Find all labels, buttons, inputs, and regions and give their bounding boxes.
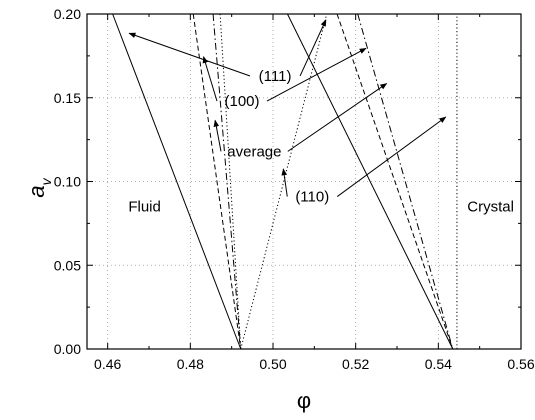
- x-tick-label: 0.52: [342, 356, 369, 372]
- y-tick-label: 0.05: [54, 257, 81, 273]
- annotation-arrow: [299, 19, 327, 77]
- annotation-label: (100): [224, 93, 259, 110]
- annotation-arrow: [128, 32, 251, 77]
- y-axis-label: av: [24, 177, 54, 197]
- axes-ticks: [87, 13, 522, 350]
- series-line: [357, 13, 454, 350]
- series-line: [240, 13, 328, 350]
- region-label: Crystal: [467, 199, 514, 216]
- annotation-arrow: [281, 168, 288, 197]
- grid: [87, 13, 522, 350]
- annotation-arrow: [336, 116, 447, 197]
- annotation-arrow: [213, 119, 222, 152]
- x-axis-label: φ: [297, 388, 311, 413]
- series-line: [192, 13, 242, 350]
- x-tick-label: 0.56: [507, 356, 534, 372]
- region-label: Fluid: [128, 199, 161, 216]
- series-line: [112, 13, 242, 350]
- region-labels: Fluid Crystal: [128, 199, 514, 216]
- annotation-arrow: [287, 83, 388, 152]
- annotations: (111)(100) average (110): [128, 19, 447, 206]
- x-tick-label: 0.50: [259, 356, 286, 372]
- tick-labels: 0.46 0.48 0.50 0.52 0.54 0.56 0.00 0.05 0.10 0.15…: [54, 6, 535, 372]
- y-tick-label: 0.00: [54, 341, 81, 357]
- y-tick-label: 0.20: [54, 6, 81, 22]
- annotation-label: (110): [295, 189, 329, 206]
- annotation-label: (111): [259, 68, 292, 85]
- x-tick-label: 0.54: [425, 356, 452, 372]
- x-tick-label: 0.48: [177, 356, 204, 372]
- y-axis-label-subscript: v: [38, 177, 54, 185]
- annotation-label: average: [227, 143, 281, 160]
- annotation-arrow: [202, 56, 218, 102]
- series-line: [287, 13, 454, 350]
- y-axis-label-main: a: [24, 185, 49, 197]
- series-line: [212, 13, 242, 350]
- y-tick-label: 0.10: [54, 174, 81, 190]
- annotation-arrow: [266, 47, 367, 102]
- series-lines: [112, 13, 458, 350]
- x-tick-label: 0.46: [94, 356, 121, 372]
- y-tick-label: 0.15: [54, 90, 81, 106]
- series-line: [336, 13, 454, 350]
